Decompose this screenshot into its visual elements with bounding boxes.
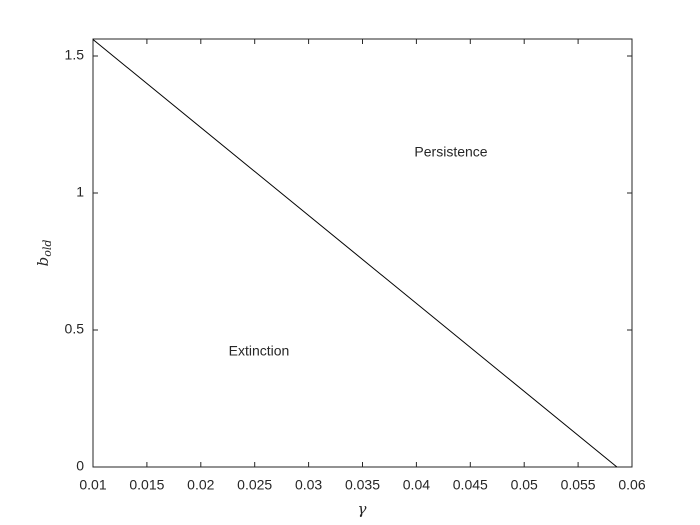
x-tick-label: 0.025 — [237, 477, 272, 493]
x-tick-label: 0.015 — [129, 477, 164, 493]
x-tick-label: 0.01 — [79, 477, 106, 493]
y-axis-label-subscript: old — [41, 240, 54, 257]
y-tick-label: 1 — [76, 184, 84, 200]
annotation: Extinction — [229, 343, 290, 359]
x-tick-label: 0.06 — [618, 477, 645, 493]
annotation: Persistence — [414, 144, 487, 160]
y-axis-label-base: b — [34, 257, 52, 267]
x-tick-label: 0.04 — [403, 477, 430, 493]
x-tick-label: 0.035 — [345, 477, 380, 493]
y-axis-label: bold — [34, 240, 54, 267]
y-tick-label: 1.5 — [65, 47, 85, 63]
axes-box — [92, 38, 633, 468]
y-tick-label: 0 — [76, 458, 84, 474]
x-tick-label: 0.05 — [511, 477, 538, 493]
x-tick-label: 0.02 — [187, 477, 214, 493]
line-series — [92, 39, 618, 468]
y-tick-label: 0.5 — [65, 321, 85, 337]
x-tick-label: 0.045 — [453, 477, 488, 493]
x-axis-label: γ — [358, 500, 367, 518]
x-tick-label: 0.03 — [295, 477, 322, 493]
x-tick-label: 0.055 — [561, 477, 596, 493]
